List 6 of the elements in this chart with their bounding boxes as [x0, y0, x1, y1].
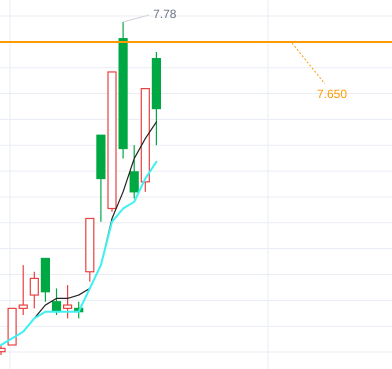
text: 7.78: [153, 7, 177, 21]
candlestick: [30, 271, 39, 309]
text: 7.650: [317, 86, 348, 101]
candlestick: [18, 264, 28, 316]
candlestick: [63, 284, 72, 319]
candlestick: [130, 144, 139, 200]
